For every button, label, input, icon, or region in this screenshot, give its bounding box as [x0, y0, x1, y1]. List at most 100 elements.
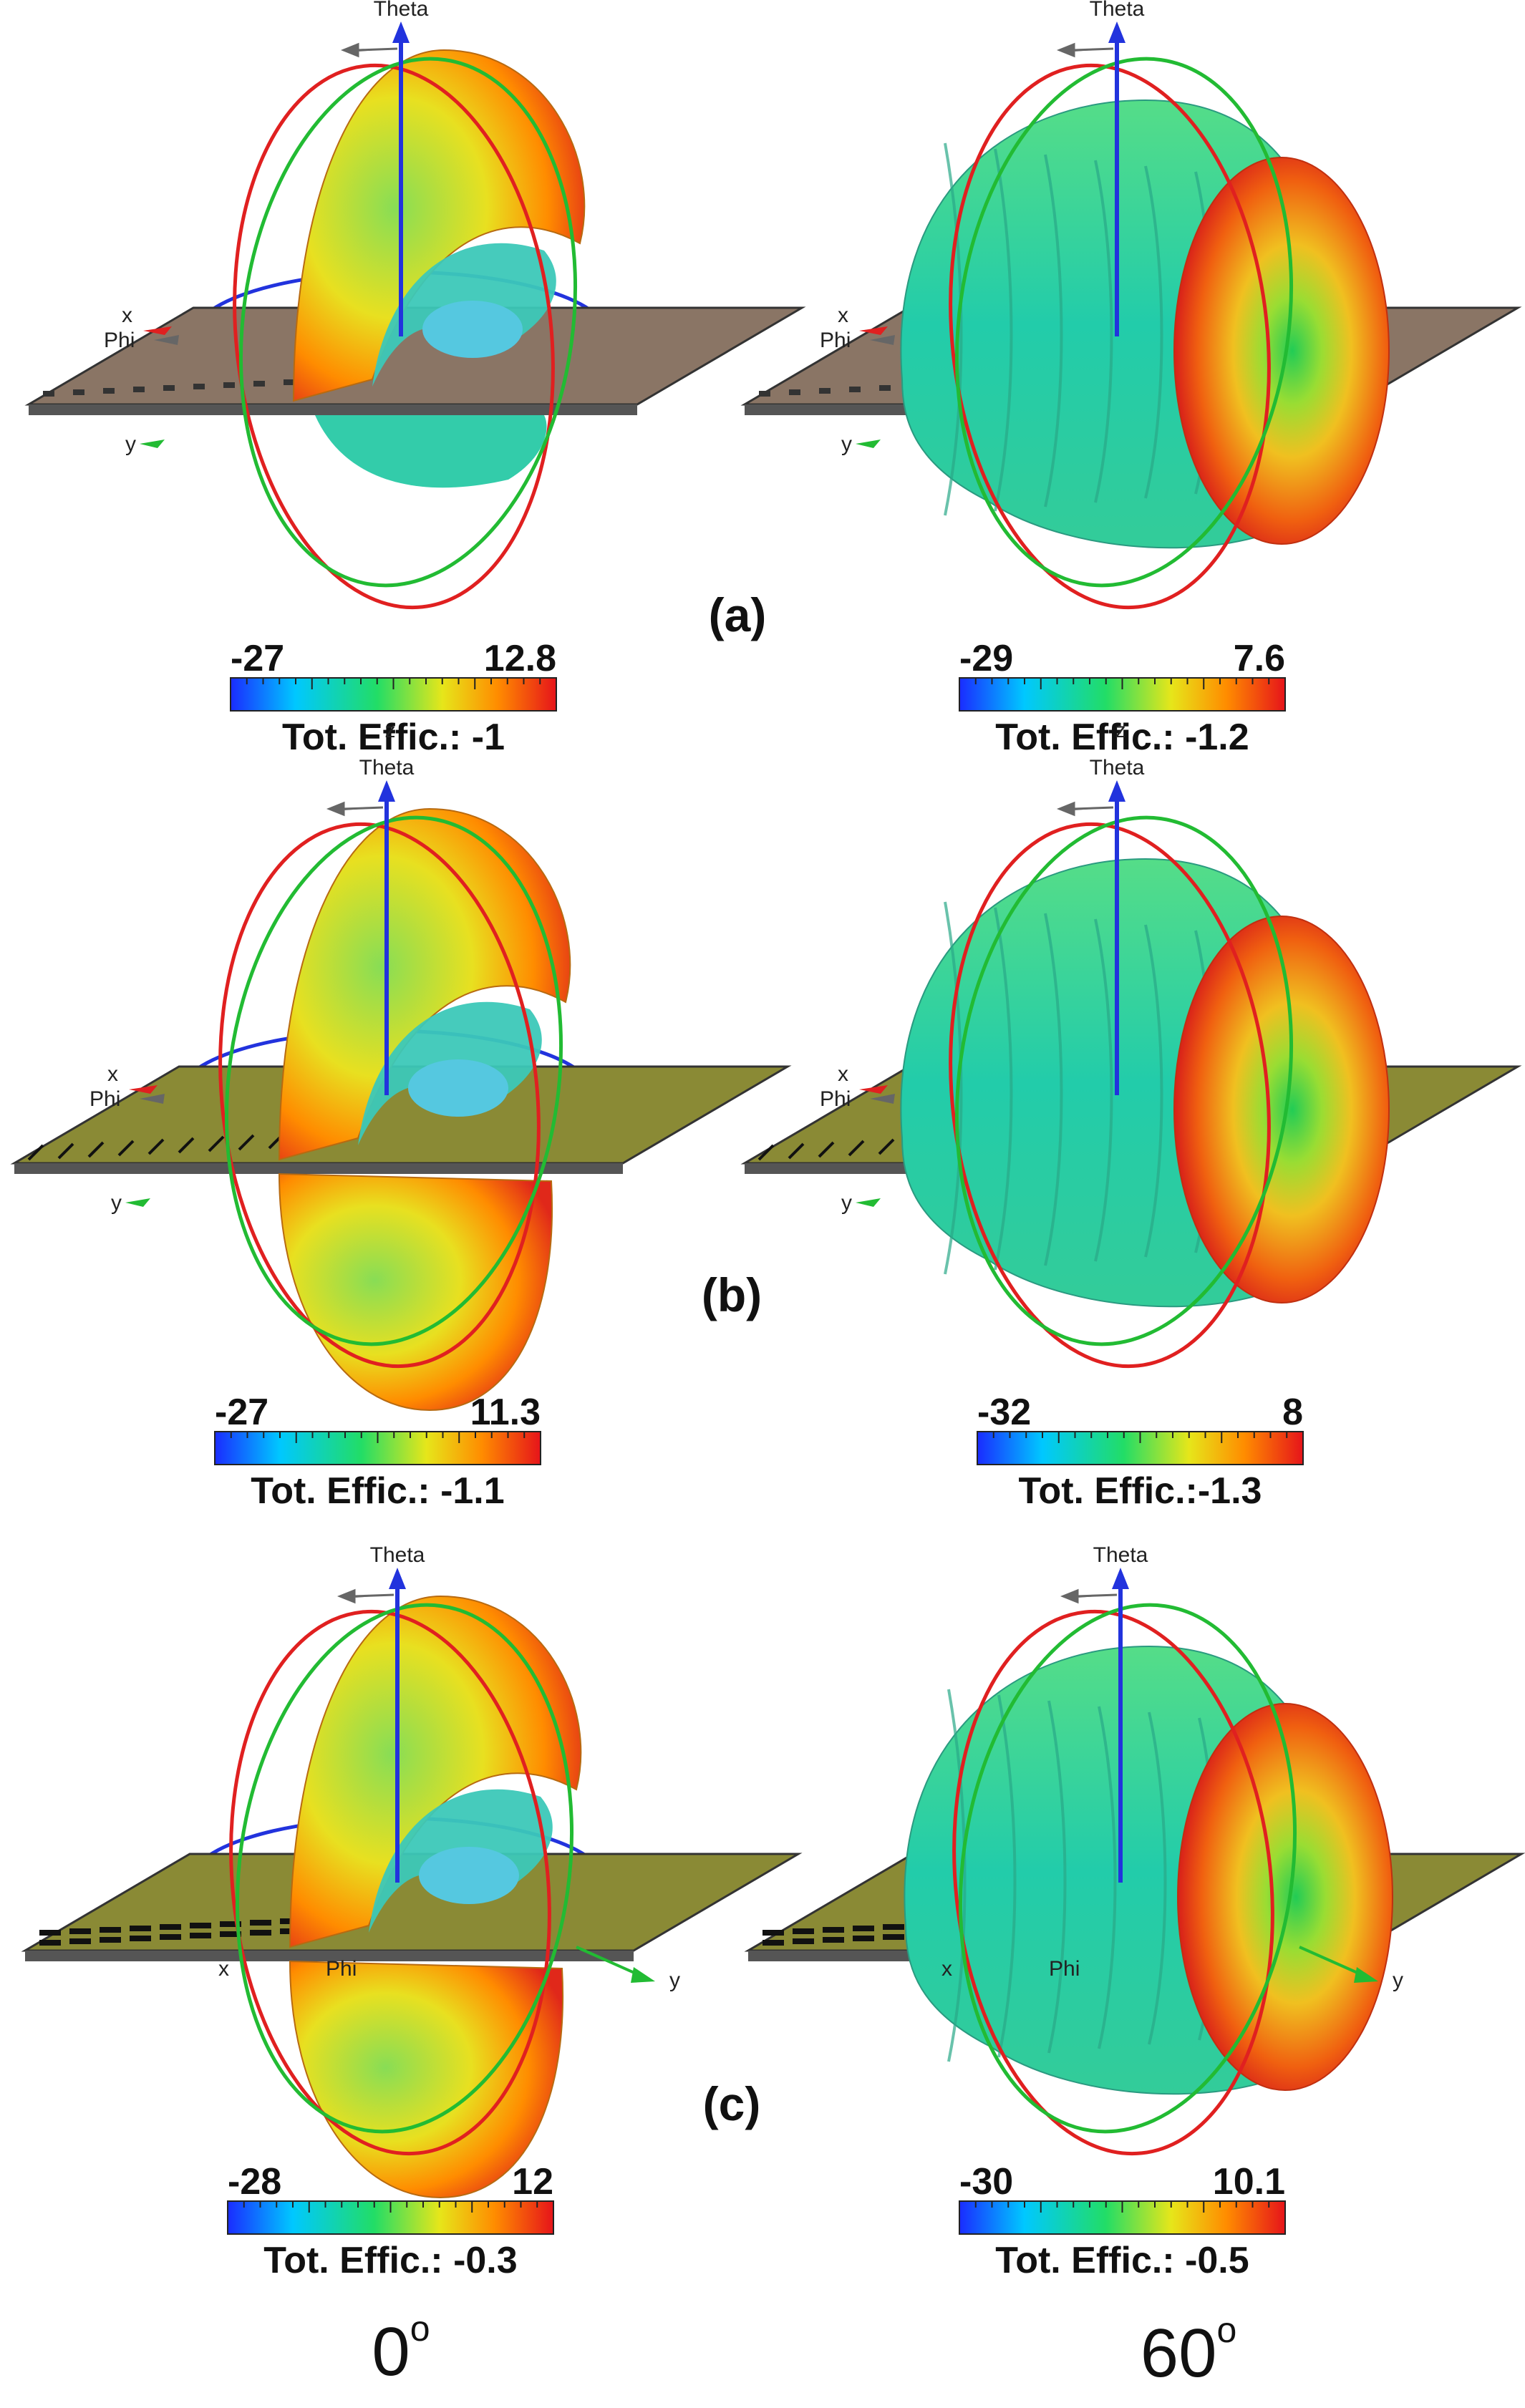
- substrate-edge-c-0: [25, 1951, 634, 1961]
- y-axis-arrow-a-60: [856, 440, 881, 448]
- x-axis-arrow-a-60: [859, 326, 888, 335]
- colorbar-min-c-60: -30: [959, 2161, 1013, 2203]
- theta-ring-red-c-0: [229, 1609, 551, 2156]
- x-axis-label-a-0: x: [122, 304, 132, 327]
- z-axis-arrow-c-60: [1112, 1568, 1129, 1589]
- colorbar-title-a-0: Tot. Effic.: -1: [282, 717, 505, 758]
- main-lobe-a-0: [292, 49, 586, 402]
- main-beam-lobe-c-60: [1177, 1703, 1393, 2091]
- theta-axis-label-b-60: Theta: [1090, 756, 1145, 780]
- theta-ring-green-b-60: [954, 815, 1294, 1346]
- theta-arrow-icon-c-60: [1060, 1588, 1118, 1604]
- z-axis-label-b-60: z: [1115, 719, 1126, 742]
- colorbar-max-a-60: 7.6: [1234, 638, 1285, 679]
- lower-lobe-b-0: [278, 1173, 553, 1412]
- theta-arrow-icon-c-0: [337, 1588, 394, 1604]
- colorbar-a-0: -27 12.8 Tot. Effic.: -1: [230, 638, 557, 758]
- y-axis-c-0: [576, 1946, 642, 1977]
- theta-ring-red-b-0: [218, 822, 541, 1369]
- main-lobe-b-0: [278, 807, 571, 1161]
- theta-arrow-icon-a-0: [340, 42, 398, 58]
- labels-layer: (a) (b) (c) 0o 60o: [372, 588, 1236, 2392]
- x-axis-label-c-60: x: [941, 1957, 952, 1981]
- phi-axis-label-a-0: Phi: [104, 329, 135, 352]
- colorbar-max-b-60: 8: [1282, 1392, 1303, 1433]
- phi-axis-label-c-0: Phi: [326, 1957, 357, 1981]
- x-axis-label-a-60: x: [838, 304, 848, 327]
- colorbar-c-0: -28 12 Tot. Effic.: -0.3: [227, 2161, 554, 2281]
- colorbar-title-c-60: Tot. Effic.: -0.5: [995, 2240, 1249, 2281]
- z-axis-label-b-0: z: [385, 719, 396, 742]
- colorbar-min-a-0: -27: [231, 638, 284, 679]
- pattern-panel-c-0: Theta y Phi x -28 12 Tot. Effic.: -0.3: [21, 1543, 803, 2281]
- theta-ring-green-c-0: [235, 1603, 574, 2134]
- substrate-edge-b-0: [14, 1163, 623, 1174]
- theta-arrow-icon-a-60: [1056, 42, 1114, 58]
- colorbar-b-0: -27 11.3 Tot. Effic.: -1.1: [214, 1392, 541, 1512]
- theta-axis-label-a-0: Theta: [374, 0, 429, 21]
- panel-label-b: (b): [702, 1268, 762, 1321]
- feed-bulge-c-0: [419, 1847, 519, 1904]
- y-axis-arrow-b-0: [125, 1198, 150, 1207]
- colorbar-min-b-0: -27: [215, 1392, 268, 1433]
- y-axis-label-c-60: y: [1393, 1968, 1403, 1992]
- theta-ring-green-a-0: [238, 57, 578, 588]
- colorbar-title-b-60: Tot. Effic.:-1.3: [1019, 1470, 1262, 1512]
- theta-ring-red-a-60: [949, 63, 1271, 610]
- z-axis-arrow-b-60: [1108, 780, 1125, 802]
- colorbar-title-b-0: Tot. Effic.: -1.1: [251, 1470, 504, 1512]
- lower-lobe-a-0: [315, 415, 547, 488]
- z-axis-arrow-a-60: [1108, 21, 1125, 43]
- y-axis-arrow-a-0: [140, 440, 165, 448]
- colorbar-min-b-60: -32: [977, 1392, 1031, 1433]
- main-beam-lobe-b-60: [1173, 916, 1390, 1303]
- theta-axis-label-b-0: Theta: [359, 756, 415, 780]
- panel-label-a: (a): [709, 588, 767, 641]
- x-axis-arrow-a-0: [143, 326, 172, 335]
- phi-arrow-icon-a-60: [870, 335, 895, 345]
- main-lobe-c-0: [289, 1595, 582, 1948]
- colorbar-a-60: -29 7.6 Tot. Effic.: -1.2: [959, 638, 1286, 758]
- feed-bulge-b-0: [408, 1059, 508, 1117]
- x-axis-arrow-b-0: [129, 1085, 158, 1094]
- theta-axis-label-a-60: Theta: [1090, 0, 1145, 21]
- colorbar-max-a-0: 12.8: [484, 638, 556, 679]
- theta-ring-green-c-60: [958, 1603, 1297, 2134]
- y-axis-arrow-c-60: [1354, 1967, 1378, 1983]
- phi-axis-label-b-0: Phi: [89, 1087, 120, 1111]
- feed-bulge-a-0: [422, 301, 523, 358]
- y-axis-label-c-0: y: [669, 1968, 680, 1992]
- phi-axis-label-a-60: Phi: [820, 329, 851, 352]
- theta-axis-label-c-0: Theta: [370, 1543, 425, 1567]
- theta-arrow-icon-b-60: [1056, 801, 1114, 817]
- y-axis-label-a-0: y: [125, 432, 136, 456]
- phi-arrow-icon-b-0: [140, 1094, 165, 1104]
- colorbar-gradient-c-0: [227, 2200, 554, 2235]
- z-axis-arrow-b-0: [378, 780, 395, 802]
- phi-arrow-icon-b-60: [870, 1094, 895, 1104]
- colorbar-max-c-60: 10.1: [1213, 2161, 1285, 2203]
- y-axis-label-b-0: y: [111, 1191, 122, 1215]
- z-axis-arrow-a-0: [392, 21, 410, 43]
- z-axis-arrow-c-0: [389, 1568, 406, 1589]
- colorbar-title-c-0: Tot. Effic.: -0.3: [263, 2240, 517, 2281]
- phi-axis-label-b-60: Phi: [820, 1087, 851, 1111]
- panel-label-c: (c): [703, 2077, 761, 2130]
- x-axis-arrow-b-60: [859, 1085, 888, 1094]
- pattern-panel-c-60: Theta y Phi x -30 10.1 Tot. Effic.: -0.5: [744, 1543, 1525, 2281]
- y-axis-label-b-60: y: [841, 1191, 852, 1215]
- colorbar-c-60: -30 10.1 Tot. Effic.: -0.5: [959, 2161, 1286, 2281]
- theta-ring-green-a-60: [954, 57, 1294, 588]
- theta-axis-label-c-60: Theta: [1093, 1543, 1148, 1567]
- colorbar-title-a-60: Tot. Effic.: -1.2: [995, 717, 1249, 758]
- colorbar-max-c-0: 12: [512, 2161, 553, 2203]
- antenna-slots-a-0: [43, 378, 325, 397]
- x-axis-label-c-0: x: [218, 1957, 229, 1981]
- y-axis-arrow-b-60: [856, 1198, 881, 1207]
